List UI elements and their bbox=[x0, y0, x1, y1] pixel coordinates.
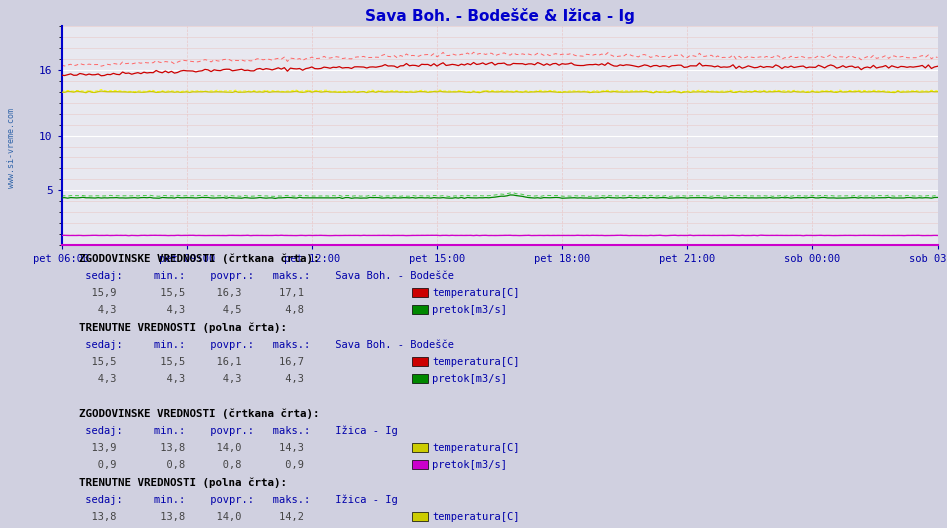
Bar bbox=[412, 356, 428, 366]
Text: 13,8       13,8     14,0      14,2: 13,8 13,8 14,0 14,2 bbox=[80, 512, 304, 522]
Bar bbox=[412, 305, 428, 314]
Text: temperatura[C]: temperatura[C] bbox=[432, 512, 520, 522]
Text: sedaj:     min.:    povpr.:   maks.:    Sava Boh. - Bodešče: sedaj: min.: povpr.: maks.: Sava Boh. - … bbox=[80, 340, 454, 350]
Text: temperatura[C]: temperatura[C] bbox=[432, 356, 520, 366]
Text: ZGODOVINSKE VREDNOSTI (črtkana črta):: ZGODOVINSKE VREDNOSTI (črtkana črta): bbox=[80, 253, 319, 263]
Bar bbox=[412, 374, 428, 383]
Text: pretok[m3/s]: pretok[m3/s] bbox=[432, 305, 507, 315]
Text: 15,9       15,5     16,3      17,1: 15,9 15,5 16,3 17,1 bbox=[80, 288, 304, 298]
Text: 15,5       15,5     16,1      16,7: 15,5 15,5 16,1 16,7 bbox=[80, 356, 304, 366]
Text: TRENUTNE VREDNOSTI (polna črta):: TRENUTNE VREDNOSTI (polna črta): bbox=[80, 322, 287, 333]
Bar bbox=[412, 288, 428, 297]
Text: temperatura[C]: temperatura[C] bbox=[432, 442, 520, 452]
Text: www.si-vreme.com: www.si-vreme.com bbox=[7, 108, 16, 188]
Text: 13,9       13,8     14,0      14,3: 13,9 13,8 14,0 14,3 bbox=[80, 442, 304, 452]
Text: TRENUTNE VREDNOSTI (polna črta):: TRENUTNE VREDNOSTI (polna črta): bbox=[80, 477, 287, 488]
Text: sedaj:     min.:    povpr.:   maks.:    Ižica - Ig: sedaj: min.: povpr.: maks.: Ižica - Ig bbox=[80, 494, 398, 505]
Title: Sava Boh. - Bodešče & Ižica - Ig: Sava Boh. - Bodešče & Ižica - Ig bbox=[365, 8, 634, 24]
Text: sedaj:     min.:    povpr.:   maks.:    Sava Boh. - Bodešče: sedaj: min.: povpr.: maks.: Sava Boh. - … bbox=[80, 270, 454, 281]
Text: 4,3        4,3      4,3       4,3: 4,3 4,3 4,3 4,3 bbox=[80, 374, 304, 384]
Text: sedaj:     min.:    povpr.:   maks.:    Ižica - Ig: sedaj: min.: povpr.: maks.: Ižica - Ig bbox=[80, 426, 398, 436]
Text: ZGODOVINSKE VREDNOSTI (črtkana črta):: ZGODOVINSKE VREDNOSTI (črtkana črta): bbox=[80, 408, 319, 419]
Text: pretok[m3/s]: pretok[m3/s] bbox=[432, 374, 507, 384]
Text: temperatura[C]: temperatura[C] bbox=[432, 288, 520, 298]
Text: pretok[m3/s]: pretok[m3/s] bbox=[432, 460, 507, 470]
Bar bbox=[412, 460, 428, 469]
Bar bbox=[412, 512, 428, 521]
Bar bbox=[412, 442, 428, 452]
Text: 0,9        0,8      0,8       0,9: 0,9 0,8 0,8 0,9 bbox=[80, 460, 304, 470]
Text: 4,3        4,3      4,5       4,8: 4,3 4,3 4,5 4,8 bbox=[80, 305, 304, 315]
